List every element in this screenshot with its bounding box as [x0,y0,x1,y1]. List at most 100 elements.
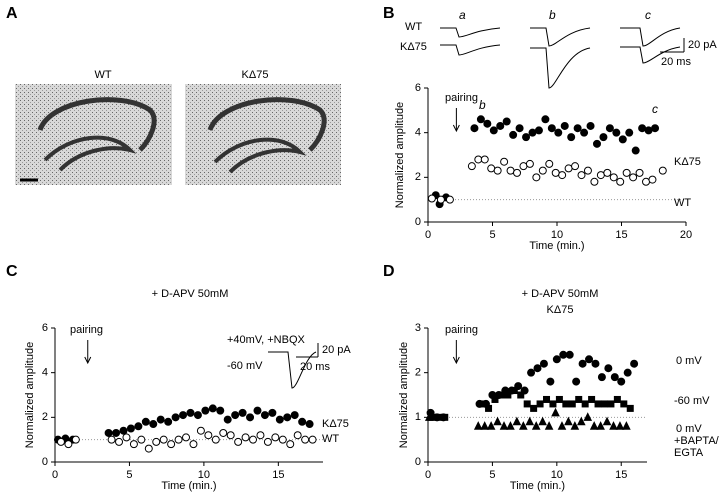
data-point [513,168,522,177]
data-point [603,168,612,177]
data-point [533,364,542,373]
data-point [478,400,486,408]
x-axis-label: Time (min.) [161,480,216,492]
data-point [626,404,634,412]
data-point [573,124,582,133]
data-point [193,411,202,420]
data-point [144,444,153,453]
data-point [476,115,485,124]
annotation: pairing [445,324,478,336]
data-point [241,433,250,442]
data-point [580,128,589,137]
data-point [268,408,277,417]
x-axis-label: Time (min.) [529,240,584,252]
y-tick-label: 2 [415,171,421,183]
scale-label: 20 pA [322,344,351,356]
data-point [617,377,626,386]
data-point [126,424,135,433]
data-point [545,159,554,168]
data-point [525,159,534,168]
series-label: WT [322,433,339,445]
data-point [623,368,632,377]
data-point [612,128,621,137]
annotation: EGTA [674,447,704,459]
x-tick-label: 5 [489,229,495,241]
data-point [112,428,121,437]
data-point [591,359,600,368]
data-point [522,133,531,142]
data-point [625,128,634,137]
data-point [519,162,528,171]
data-point [630,359,639,368]
scale-label: 20 ms [661,56,691,68]
data-point [605,124,614,133]
data-point [531,421,541,430]
panel-letter: B [383,5,395,22]
data-point [263,437,272,446]
y-tick-label: 0 [415,456,421,468]
data-point [572,377,581,386]
data-point [629,173,638,182]
data-point [635,168,644,177]
data-point [283,413,292,422]
data-point [555,395,563,403]
data-point [211,435,220,444]
data-point [528,128,537,137]
data-point [597,373,606,382]
data-point [517,391,525,399]
y-tick-label: 0 [415,216,421,228]
x-tick-label: 0 [425,229,431,241]
data-point [182,433,191,442]
data-point [607,400,615,408]
data-point [308,435,317,444]
x-tick-label: 15 [615,229,627,241]
scale-label: 20 ms [300,361,330,373]
y-tick-label: 4 [415,127,421,139]
data-point [589,421,599,430]
data-point [648,175,657,184]
data-point [622,168,631,177]
data-point [502,117,511,126]
data-point [301,435,310,444]
data-point [512,416,522,426]
data-point [445,195,454,204]
panel-letter: A [6,5,18,22]
data-point [174,435,183,444]
pairing-arrowhead [452,124,460,133]
y-tick-label: 3 [415,322,421,334]
data-point [638,124,647,133]
data-point [167,440,176,449]
series-label: 0 mV [676,355,702,367]
histology-image [15,84,172,185]
data-point [499,421,509,430]
data-point [493,166,502,175]
data-point [578,359,587,368]
data-point [541,115,550,124]
data-point [536,400,544,408]
data-point [600,400,608,408]
trace-label: KΔ75 [400,41,427,53]
trace-letter: c [645,8,651,22]
y-axis-label: Normalized amplitude [398,342,410,448]
data-point [543,395,551,403]
data-point [622,421,631,430]
data-point [523,400,531,408]
data-point [216,406,225,415]
data-point [434,413,442,421]
data-point [500,157,509,166]
data-point [620,400,628,408]
data-point [560,121,569,130]
annotation: pairing [70,324,103,336]
data-point [658,166,667,175]
data-point [577,171,586,180]
data-point [483,119,492,128]
data-point [613,395,621,403]
data-point [571,162,580,171]
data-point [441,413,449,421]
data-point [71,435,80,444]
data-point [575,395,583,403]
data-point [504,391,512,399]
annotation: pairing [445,92,478,104]
data-point [602,416,612,426]
